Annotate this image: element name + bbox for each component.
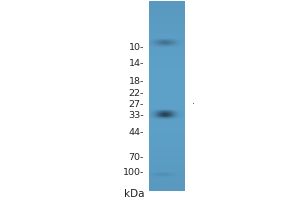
- Text: 10-: 10-: [129, 43, 144, 52]
- Text: 100-: 100-: [123, 168, 144, 177]
- Text: 14-: 14-: [129, 59, 144, 68]
- Text: 27-: 27-: [129, 100, 144, 109]
- Text: 44-: 44-: [129, 128, 144, 137]
- Text: 33-: 33-: [128, 111, 144, 120]
- Text: 22-: 22-: [129, 89, 144, 98]
- Text: 18-: 18-: [129, 77, 144, 86]
- Text: kDa: kDa: [124, 189, 144, 199]
- Text: 70-: 70-: [129, 153, 144, 162]
